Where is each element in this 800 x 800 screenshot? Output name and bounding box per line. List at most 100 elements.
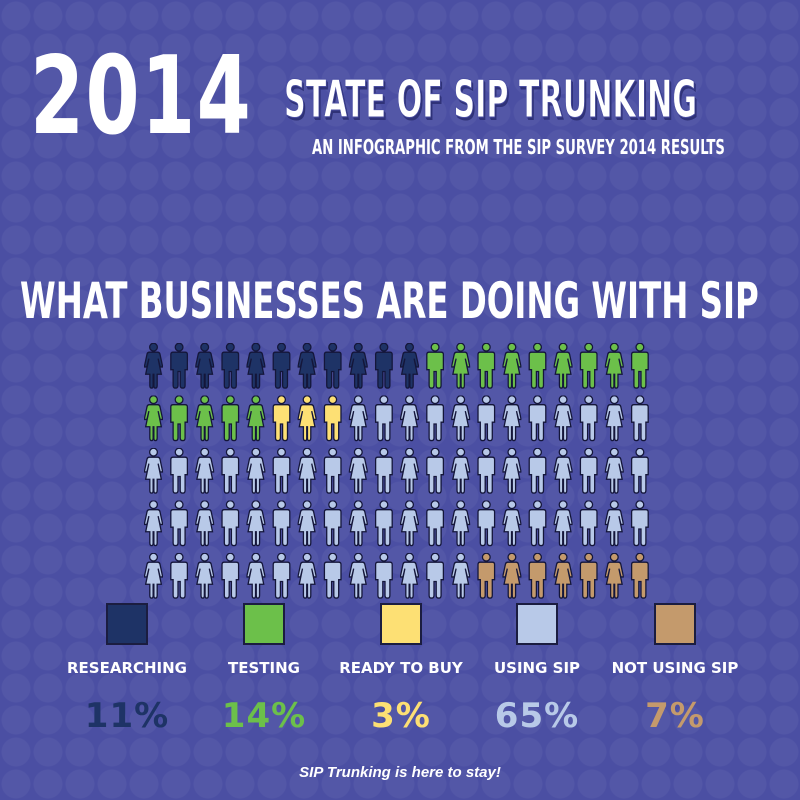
- person-icon: [272, 500, 291, 547]
- person-icon: [553, 553, 573, 599]
- person-icon: [630, 343, 649, 389]
- legend-swatch: [243, 603, 285, 645]
- person-icon: [400, 395, 419, 442]
- person-icon: [528, 500, 547, 547]
- person-icon: [374, 395, 393, 442]
- legend-swatch: [516, 603, 558, 645]
- person-icon: [170, 395, 189, 442]
- person-icon: [579, 395, 598, 442]
- person-icon: [579, 448, 598, 494]
- legend-label: NOT USING SIP: [611, 659, 739, 677]
- person-icon: [400, 500, 419, 547]
- legend-label: RESEARCHING: [66, 659, 187, 677]
- person-icon: [604, 448, 624, 494]
- person-icon: [221, 448, 240, 494]
- person-icon: [400, 553, 419, 599]
- person-icon: [604, 395, 624, 442]
- legend-label: READY TO BUY: [339, 659, 463, 677]
- person-icon: [195, 500, 215, 547]
- person-icon: [451, 553, 471, 599]
- person-icon: [630, 500, 649, 547]
- person-icon: [477, 500, 496, 547]
- person-icon: [170, 343, 189, 389]
- person-icon: [195, 553, 215, 599]
- person-icon: [272, 448, 291, 494]
- legend-swatch: [654, 603, 696, 645]
- person-icon: [528, 395, 547, 442]
- person-icon: [221, 500, 240, 547]
- person-icon: [502, 448, 522, 494]
- person-icon: [348, 553, 368, 599]
- person-icon: [502, 395, 522, 442]
- person-icon: [144, 343, 163, 389]
- person-icon: [477, 343, 496, 389]
- legend-percent: 14%: [221, 696, 307, 736]
- person-icon: [246, 500, 266, 547]
- person-icon: [195, 448, 215, 494]
- person-icon: [630, 448, 649, 494]
- person-icon: [400, 448, 419, 494]
- person-icon: [502, 553, 522, 599]
- person-icon: [144, 395, 163, 442]
- person-icon: [246, 448, 266, 494]
- person-icon: [630, 395, 649, 442]
- person-icon: [451, 448, 471, 494]
- person-icon: [374, 553, 393, 599]
- person-icon: [297, 553, 317, 599]
- person-icon: [348, 500, 368, 547]
- legend-swatch: [106, 603, 148, 645]
- person-icon: [426, 395, 445, 442]
- person-icon: [297, 500, 317, 547]
- person-icon: [348, 343, 368, 389]
- person-icon: [195, 395, 215, 442]
- person-icon: [144, 500, 163, 547]
- year-title: 2014: [30, 34, 253, 159]
- legend-label: TESTING: [228, 659, 300, 677]
- person-icon: [553, 500, 573, 547]
- person-icon: [246, 553, 266, 599]
- person-icon: [170, 500, 189, 547]
- person-icon: [604, 553, 624, 599]
- person-icon: [323, 343, 342, 389]
- person-icon: [502, 343, 522, 389]
- person-icon: [502, 500, 522, 547]
- person-icon: [553, 448, 573, 494]
- legend-percent: 3%: [371, 696, 431, 736]
- person-icon: [297, 343, 317, 389]
- infographic-subtitle: AN INFOGRAPHIC FROM THE SIP SURVEY 2014 …: [312, 135, 725, 159]
- person-icon: [246, 395, 266, 442]
- person-icon: [451, 500, 471, 547]
- person-icon: [221, 395, 240, 442]
- person-icon: [604, 343, 624, 389]
- person-icon: [400, 343, 419, 389]
- person-icon: [528, 448, 547, 494]
- person-icon: [348, 448, 368, 494]
- person-icon: [426, 500, 445, 547]
- person-icon: [579, 343, 598, 389]
- person-icon: [144, 448, 163, 494]
- person-icon: [553, 343, 573, 389]
- person-icon: [170, 553, 189, 599]
- person-icon: [348, 395, 368, 442]
- infographic-title: STATE OF SIP TRUNKING: [284, 70, 698, 131]
- person-icon: [426, 553, 445, 599]
- person-icon: [297, 448, 317, 494]
- person-icon: [528, 343, 547, 389]
- legend-swatch: [380, 603, 422, 645]
- person-icon: [374, 343, 393, 389]
- person-icon: [272, 553, 291, 599]
- legend-percent: 65%: [494, 696, 580, 736]
- person-icon: [221, 343, 240, 389]
- person-icon: [477, 448, 496, 494]
- person-icon: [323, 395, 342, 442]
- person-icon: [272, 395, 291, 442]
- person-icon: [477, 395, 496, 442]
- person-icon: [272, 343, 291, 389]
- tagline: SIP Trunking is here to stay!: [299, 764, 501, 781]
- person-icon: [374, 500, 393, 547]
- legend-label: USING SIP: [493, 659, 581, 677]
- person-icon: [246, 343, 266, 389]
- legend-percent: 11%: [84, 696, 170, 736]
- person-icon: [477, 553, 496, 599]
